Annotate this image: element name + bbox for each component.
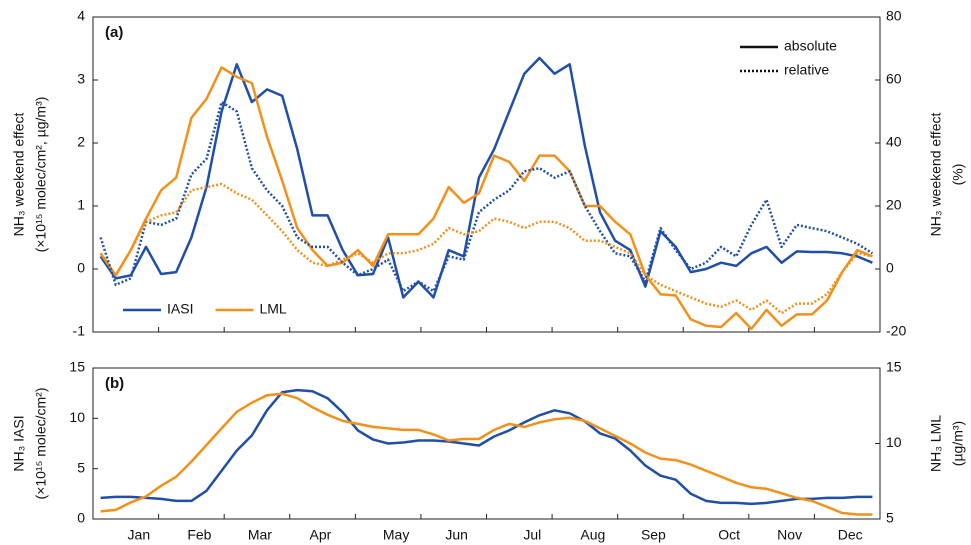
series-line bbox=[100, 388, 873, 506]
y-tick-label: 5 bbox=[77, 459, 85, 475]
y2-tick-label: 40 bbox=[886, 134, 902, 150]
y2-tick-label: 0 bbox=[886, 260, 894, 276]
y2-tick-label: 80 bbox=[886, 8, 902, 24]
x-tick-label: Dec bbox=[838, 527, 863, 543]
style-legend-label: absolute bbox=[784, 38, 837, 54]
y-tick-label: 3 bbox=[77, 71, 85, 87]
panel-label: (b) bbox=[105, 375, 124, 392]
series-line bbox=[99, 182, 873, 315]
x-tick-label: Jul bbox=[523, 527, 541, 543]
x-tick-label: Nov bbox=[777, 527, 802, 543]
legend-label: IASI bbox=[167, 301, 193, 317]
y2-axis-label: NH₃ LML bbox=[928, 415, 944, 472]
y2-tick-label: 10 bbox=[886, 434, 902, 450]
y-axis-label: NH₃ weekend effect bbox=[11, 113, 27, 237]
y2-axis-label: (µg/m³) bbox=[950, 421, 966, 466]
style-legend-label: relative bbox=[784, 62, 829, 78]
y-tick-label: 10 bbox=[69, 409, 85, 425]
x-tick-label: Jan bbox=[128, 527, 151, 543]
x-tick-label: Oct bbox=[718, 527, 740, 543]
series-line bbox=[100, 392, 873, 516]
x-tick-label: Feb bbox=[187, 527, 211, 543]
x-tick-label: Apr bbox=[310, 527, 332, 543]
y-tick-label: 1 bbox=[77, 197, 85, 213]
y-tick-label: 4 bbox=[77, 8, 85, 24]
x-tick-label: Aug bbox=[580, 527, 605, 543]
y-axis-label: (×10¹⁵ molec/cm²) bbox=[33, 388, 49, 500]
y-tick-label: -1 bbox=[73, 323, 86, 339]
y-tick-label: 15 bbox=[69, 359, 85, 375]
x-tick-label: Sep bbox=[641, 527, 666, 543]
y-axis-label: NH₃ IASI bbox=[11, 415, 27, 471]
y2-tick-label: 15 bbox=[886, 359, 902, 375]
y2-axis-label: (%) bbox=[950, 164, 966, 186]
y2-tick-label: 5 bbox=[886, 510, 894, 526]
x-tick-label: May bbox=[383, 527, 409, 543]
y-axis-label: (×10¹⁵ molec/cm², µg/m³) bbox=[33, 97, 49, 253]
y-tick-label: 0 bbox=[77, 510, 85, 526]
series-line bbox=[99, 100, 874, 293]
x-tick-label: Mar bbox=[248, 527, 272, 543]
y2-axis-label: NH₃ weekend effect bbox=[928, 113, 944, 237]
plot-frame bbox=[92, 367, 881, 520]
x-tick-label: Jun bbox=[445, 527, 468, 543]
series-line bbox=[99, 66, 873, 331]
y-tick-label: 2 bbox=[77, 134, 85, 150]
y2-tick-label: 60 bbox=[886, 71, 902, 87]
series-line bbox=[99, 56, 873, 299]
legend-label: LML bbox=[259, 301, 286, 317]
y2-tick-label: -20 bbox=[886, 323, 906, 339]
panel-label: (a) bbox=[105, 24, 123, 41]
y2-tick-label: 20 bbox=[886, 197, 902, 213]
y-tick-label: 0 bbox=[77, 260, 85, 276]
